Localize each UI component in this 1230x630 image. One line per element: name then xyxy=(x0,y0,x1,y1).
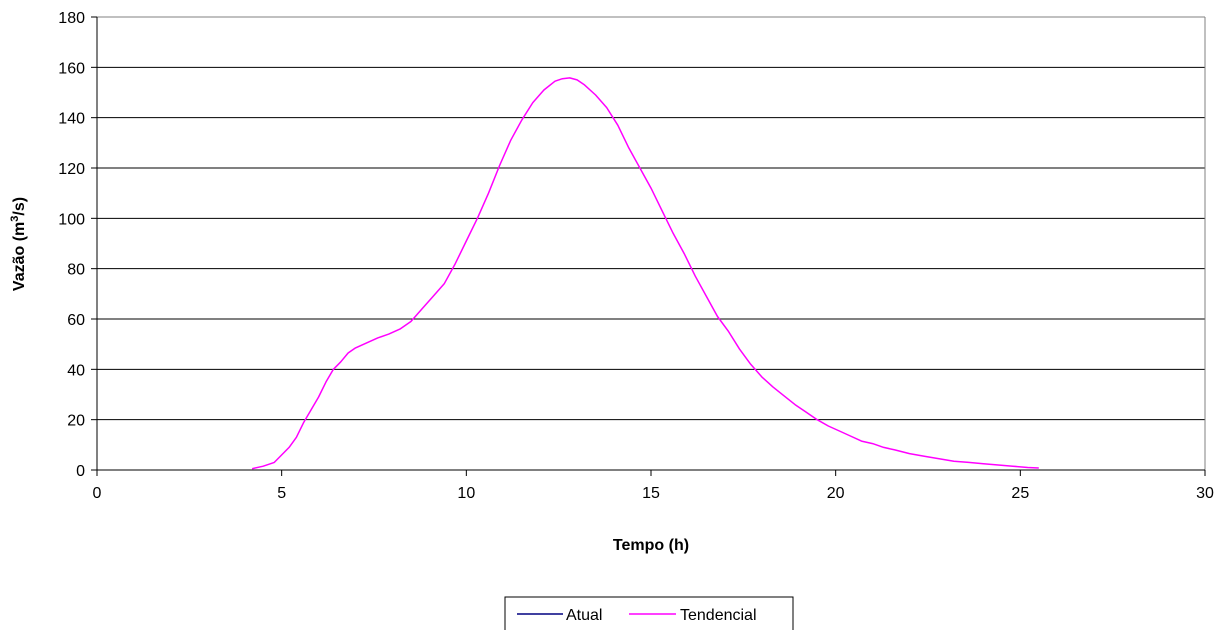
y-axis-title-main: Vazão (m xyxy=(11,222,28,291)
legend: Atual Tendencial xyxy=(504,596,794,630)
legend-label-tendencial: Tendencial xyxy=(680,607,757,624)
gridlines xyxy=(97,16,1205,421)
axes xyxy=(91,16,1206,476)
y-tick-label: 100 xyxy=(58,211,85,228)
y-tick-label: 160 xyxy=(58,60,85,77)
y-tick-label: 0 xyxy=(76,463,85,480)
y-tick-label: 60 xyxy=(67,312,85,329)
y-axis-title: Vazão (m3/s) xyxy=(9,197,28,291)
x-tick-label: 30 xyxy=(1196,485,1214,502)
y-tick-label: 140 xyxy=(58,111,85,128)
y-tick-label: 80 xyxy=(67,262,85,279)
y-tick-label: 120 xyxy=(58,161,85,178)
x-tick-label: 15 xyxy=(642,485,660,502)
y-tick-label: 180 xyxy=(58,10,85,27)
y-axis-title-sup: 3 xyxy=(9,216,21,222)
x-tick-label: 10 xyxy=(457,485,475,502)
series-line-tendencial xyxy=(251,77,1039,470)
x-tick-label: 25 xyxy=(1011,485,1029,502)
x-tick-label: 5 xyxy=(277,485,286,502)
series-lines xyxy=(251,77,1039,470)
x-tick-label: 0 xyxy=(93,485,102,502)
y-tick-label: 40 xyxy=(67,362,85,379)
y-tick-label: 20 xyxy=(67,413,85,430)
y-axis-title-end: /s) xyxy=(11,197,28,216)
tick-labels: 0 20 40 60 80 100 120 140 160 180 0 5 10 15 20 25 30 xyxy=(58,10,1214,502)
x-axis-title: Tempo (h) xyxy=(613,537,689,554)
legend-label-atual: Atual xyxy=(566,607,602,624)
x-tick-label: 20 xyxy=(827,485,845,502)
